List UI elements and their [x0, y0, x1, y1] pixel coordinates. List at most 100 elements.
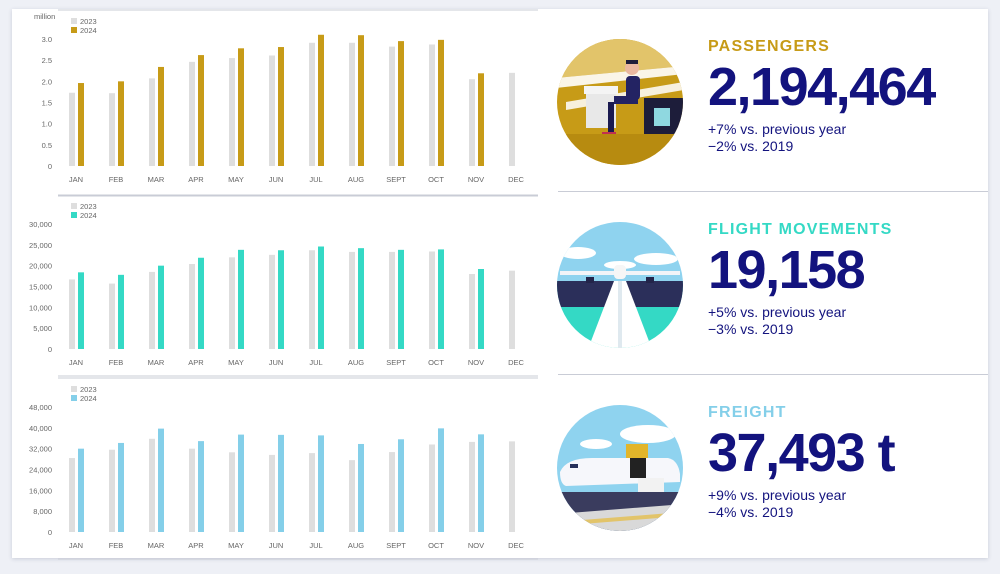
passengers-bar-2023-feb	[109, 93, 115, 166]
freight-bar-2023-apr	[189, 448, 195, 532]
x-tick-label: JUN	[269, 358, 284, 367]
cargo-loading-illustration	[557, 405, 683, 531]
y-tick-label: 0	[48, 528, 52, 537]
x-tick-label: OCT	[428, 541, 444, 550]
y-tick-label: 0	[48, 345, 52, 354]
x-tick-label: NOV	[468, 541, 484, 550]
y-tick-label: 20,000	[29, 262, 52, 271]
x-tick-label: JUL	[309, 175, 322, 184]
passengers-bar-2024-oct	[438, 39, 444, 166]
freight-bar-2024-aug	[358, 443, 364, 532]
x-tick-label: FEB	[109, 358, 124, 367]
flight-movements-bar-2023-oct	[429, 251, 435, 349]
flight-movements-bar-2023-may	[229, 257, 235, 349]
flight-movements-bar-chart: 0 5,000 10,000 15,000 20,000 25,000 30,000 2023…	[29, 194, 538, 377]
freight-stat: FREIGHT 37,493 t +9% vs. previous year −…	[708, 404, 896, 521]
freight-bar-2024-oct	[438, 428, 444, 532]
flight-movements-bar-2023-aug	[349, 251, 355, 349]
freight-bar-2023-nov	[469, 441, 475, 532]
passenger-lounge-illustration	[557, 39, 683, 165]
passengers-bar-2024-feb	[118, 81, 124, 166]
passengers-bar-2023-jan	[69, 92, 75, 166]
flight-movements-bar-2023-feb	[109, 283, 115, 349]
freight-bar-2024-jan	[78, 448, 84, 532]
x-tick-label: AUG	[348, 175, 364, 184]
flight-movements-stat: FLIGHT MOVEMENTS 19,158 +5% vs. previous…	[708, 221, 893, 338]
passengers-bar-2024-jul	[318, 34, 324, 167]
passengers-bar-2024-apr	[198, 55, 204, 166]
legend-swatch-2024	[71, 27, 77, 33]
passengers-bar-2023-aug	[349, 42, 355, 167]
passengers-bar-2024-nov	[478, 73, 484, 166]
freight-bar-2023-jul	[309, 453, 315, 532]
x-tick-label: FEB	[109, 175, 124, 184]
flight-movements-change-2019: −3% vs. 2019	[708, 321, 794, 337]
flight-movements-bar-2024-aug	[358, 248, 364, 349]
legend-label-2023: 2023	[80, 17, 97, 26]
x-tick-label: NOV	[468, 175, 484, 184]
passengers-label: PASSENGERS	[708, 38, 830, 55]
passengers-bar-2024-mar	[158, 66, 164, 166]
x-tick-label: JAN	[69, 175, 83, 184]
legend-label-2023: 2023	[80, 385, 97, 394]
passengers-bar-2024-sept	[398, 41, 404, 166]
flight-movements-bar-2023-apr	[189, 264, 195, 349]
passengers-bar-2023-may	[229, 58, 235, 166]
freight-bar-2024-nov	[478, 434, 484, 532]
freight-bar-chart: 0 8,000 16,000 24,000 32,000 40,000 48,000 2023…	[29, 377, 538, 560]
flight-movements-bar-2023-jan	[69, 279, 75, 349]
y-tick-label: 15,000	[29, 283, 52, 292]
flight-movements-bar-2023-dec	[509, 270, 515, 349]
passengers-stat: PASSENGERS 2,194,464 +7% vs. previous ye…	[708, 38, 936, 155]
flight-movements-bar-2024-nov	[478, 269, 484, 349]
legend-swatch-2024	[71, 395, 77, 401]
y-tick-label: 30,000	[29, 220, 52, 229]
freight-bar-2024-sept	[398, 439, 404, 532]
x-tick-label: AUG	[348, 358, 364, 367]
legend-label-2024: 2024	[80, 26, 97, 35]
x-tick-label: JUL	[309, 541, 322, 550]
legend-label-2024: 2024	[80, 394, 97, 403]
x-tick-label: MAR	[148, 358, 165, 367]
flight-movements-bar-2024-oct	[438, 249, 444, 349]
flight-movements-change-previous-year: +5% vs. previous year	[708, 304, 847, 320]
x-tick-label: JUL	[309, 358, 322, 367]
freight-bar-2023-may	[229, 452, 235, 532]
x-tick-label: MAY	[228, 358, 244, 367]
flight-movements-label: FLIGHT MOVEMENTS	[708, 221, 893, 238]
freight-bar-2023-aug	[349, 460, 355, 532]
x-tick-label: OCT	[428, 175, 444, 184]
divider-line	[558, 191, 988, 192]
y-tick-label: 10,000	[29, 303, 52, 312]
legend-swatch-2023	[71, 203, 77, 209]
freight-bar-2024-feb	[118, 442, 124, 532]
y-tick-label: 25,000	[29, 241, 52, 250]
y-tick-label: 0.5	[42, 141, 52, 150]
legend-label-2023: 2023	[80, 202, 97, 211]
passengers-bar-2023-jul	[309, 42, 315, 167]
y-tick-label: 8,000	[33, 507, 52, 516]
y-axis-unit-label: million	[34, 12, 55, 21]
y-tick-label: 0	[48, 162, 52, 171]
freight-value: 37,493 t	[708, 423, 896, 483]
freight-label: FREIGHT	[708, 404, 787, 421]
passengers-bar-2023-sept	[389, 46, 395, 167]
x-tick-label: DEC	[508, 358, 524, 367]
freight-bar-2024-mar	[158, 428, 164, 532]
x-tick-label: OCT	[428, 358, 444, 367]
x-tick-label: MAR	[148, 541, 165, 550]
y-tick-label: 1.5	[42, 99, 52, 108]
flight-movements-bar-2023-nov	[469, 274, 475, 349]
passengers-bar-2023-nov	[469, 79, 475, 166]
x-tick-label: SEPT	[386, 358, 406, 367]
y-tick-label: 24,000	[29, 466, 52, 475]
flight-movements-bar-2024-jun	[278, 250, 284, 349]
y-tick-label: 48,000	[29, 403, 52, 412]
y-tick-label: 1.0	[42, 120, 52, 129]
x-tick-label: APR	[188, 358, 204, 367]
passengers-value: 2,194,464	[708, 57, 936, 117]
x-tick-label: NOV	[468, 358, 484, 367]
y-tick-label: 2.5	[42, 56, 52, 65]
freight-change-2019: −4% vs. 2019	[708, 504, 794, 520]
passengers-bar-2023-jun	[269, 55, 275, 167]
